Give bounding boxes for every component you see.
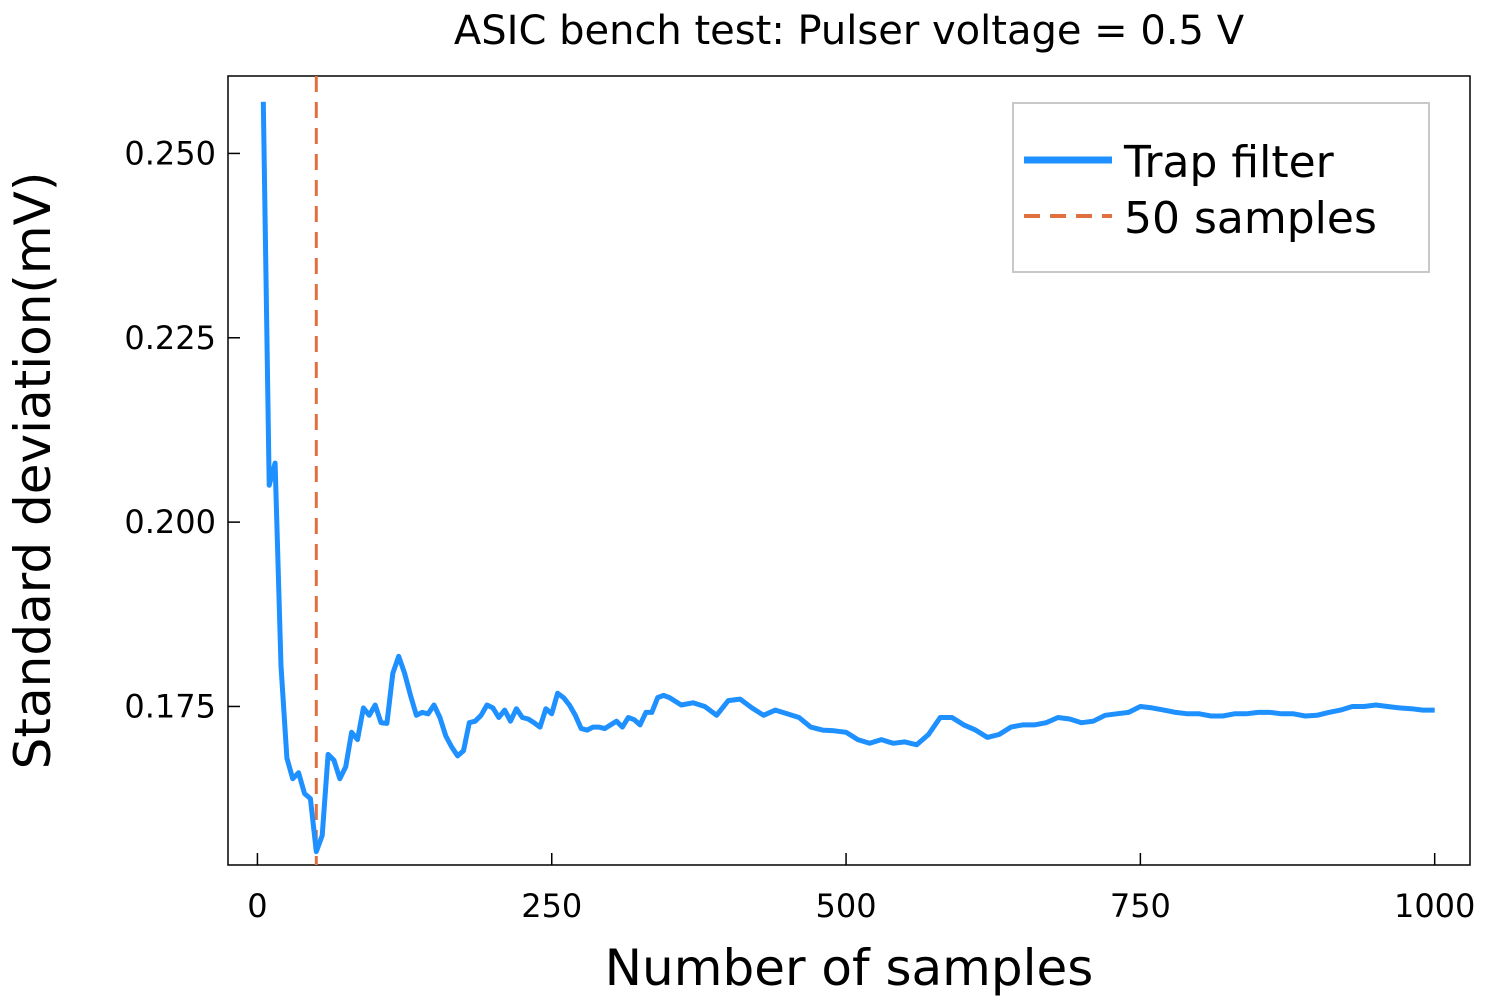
series-line-trap-filter [260,101,1435,855]
x-tick-label: 250 [521,887,582,925]
x-axis: 0 250 500 750 1000 [247,853,1475,925]
y-tick-label: 0.250 [124,134,216,172]
x-tick-label: 0 [247,887,267,925]
legend-box [1012,102,1430,273]
y-tick-label: 0.200 [124,503,216,541]
x-tick-label: 500 [816,887,877,925]
y-axis-title: Standard deviation(mV) [4,172,62,770]
y-axis: 0.175 0.200 0.225 0.250 [124,134,240,725]
y-tick-label: 0.225 [124,319,216,357]
legend-label-trap-filter: Trap filter [1123,137,1335,188]
y-tick-label: 0.175 [124,687,216,725]
legend-label-50-samples: 50 samples [1124,193,1377,244]
plot-frame [227,75,1471,866]
legend: Trap filter 50 samples [1012,102,1430,273]
x-tick-label: 1000 [1394,887,1475,925]
x-axis-title: Number of samples [605,939,1094,997]
x-tick-label: 750 [1110,887,1171,925]
chart-title: ASIC bench test: Pulser voltage = 0.5 V [454,8,1245,54]
